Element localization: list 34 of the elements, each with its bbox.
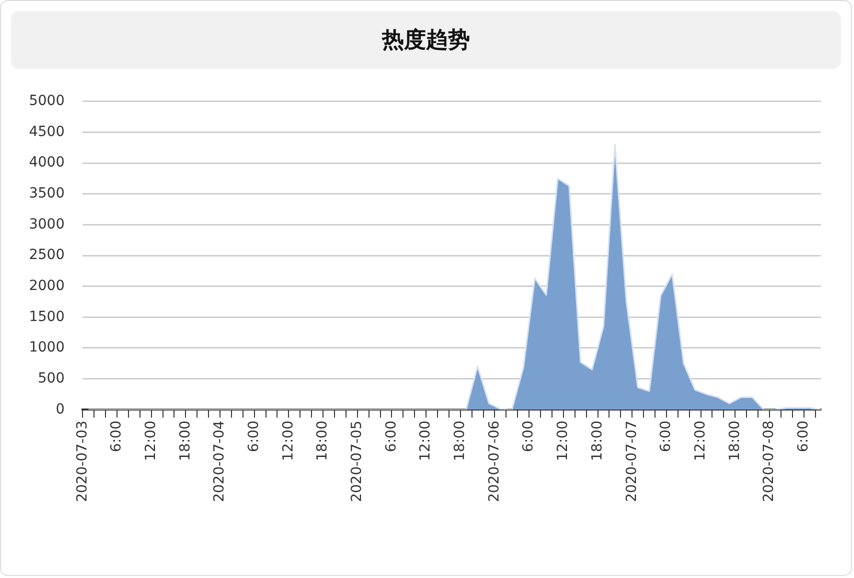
x-tick-label: 18:00 (314, 420, 331, 461)
x-tick-label: 18:00 (452, 420, 468, 461)
y-tick-label: 4000 (28, 154, 65, 171)
x-tick-label: 6:00 (658, 420, 674, 452)
y-tick-label: 3500 (28, 186, 65, 202)
y-tick-label: 0 (56, 401, 65, 418)
x-tick-label: 12:00 (555, 420, 572, 461)
x-tick-label: 6:00 (108, 420, 125, 452)
x-tick-label: 12:00 (418, 420, 434, 461)
x-tick-label: 18:00 (177, 420, 194, 461)
x-tick-label: 12:00 (280, 420, 296, 461)
y-tick-label: 4500 (28, 124, 65, 140)
x-tick-label: 2020-07-03 (74, 420, 90, 502)
y-tick-label: 2000 (28, 278, 65, 294)
x-tick-label: 6:00 (520, 420, 537, 452)
y-tick-label: 5000 (28, 93, 65, 110)
x-tick-label: 2020-07-06 (486, 420, 502, 502)
y-tick-label: 3000 (28, 216, 65, 232)
x-tick-label: 12:00 (692, 420, 708, 461)
x-tick-label: 2020-07-05 (349, 420, 366, 502)
x-tick-label: 18:00 (726, 420, 743, 461)
y-tick-label: 1500 (28, 308, 65, 325)
x-tick-label: 2020-07-08 (761, 420, 778, 502)
x-tick-label: 6:00 (246, 420, 262, 452)
x-tick-label: 6:00 (383, 420, 400, 452)
x-tick-label: 6:00 (795, 420, 812, 452)
y-tick-label: 2500 (28, 247, 65, 264)
y-tick-label: 1000 (28, 340, 65, 356)
x-tick-label: 12:00 (142, 420, 159, 461)
x-tick-label: 18:00 (589, 420, 606, 461)
chart-title: 热度趋势 (11, 11, 841, 69)
y-tick-label: 500 (38, 370, 65, 386)
x-tick-label: 2020-07-07 (624, 420, 640, 502)
x-tick-label: 2020-07-04 (212, 420, 228, 502)
